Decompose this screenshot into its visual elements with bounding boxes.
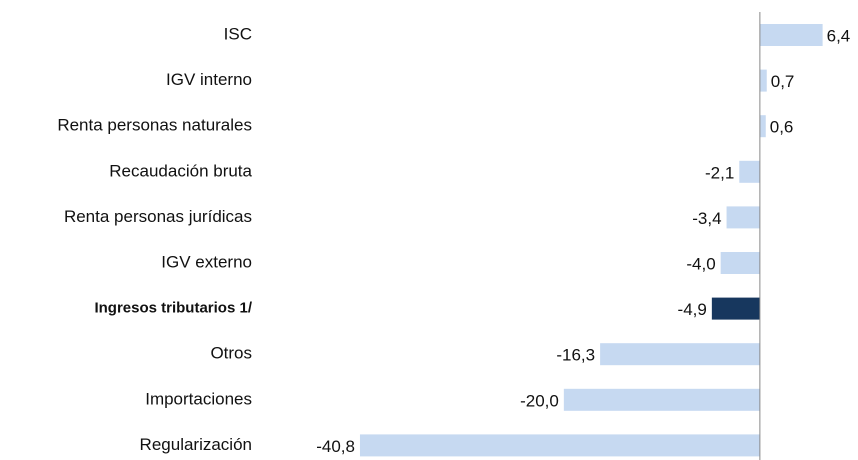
value-label: -4,0 xyxy=(686,254,715,273)
value-label: -16,3 xyxy=(556,346,595,365)
bar xyxy=(720,252,760,274)
value-label: -3,4 xyxy=(692,209,721,228)
bar xyxy=(711,297,760,320)
category-label: Ingresos tributarios 1/ xyxy=(94,300,252,317)
category-label: Regularización xyxy=(140,435,252,454)
bar xyxy=(759,24,823,46)
bar xyxy=(563,388,760,411)
bar xyxy=(759,69,767,92)
category-label: Renta personas jurídicas xyxy=(64,207,252,226)
bar xyxy=(359,434,760,457)
value-label: -2,1 xyxy=(705,163,734,182)
category-label: IGV interno xyxy=(166,70,252,89)
bar xyxy=(726,206,760,229)
category-label: Otros xyxy=(210,344,252,363)
bar xyxy=(600,343,760,366)
value-label: -4,9 xyxy=(678,300,707,319)
value-label: 0,6 xyxy=(770,118,794,137)
category-label: IGV externo xyxy=(161,252,252,271)
bar xyxy=(759,115,766,138)
value-label: -20,0 xyxy=(520,391,559,410)
category-label: ISC xyxy=(224,24,252,43)
bar xyxy=(739,160,760,183)
category-label: Importaciones xyxy=(145,389,252,408)
value-label: -40,8 xyxy=(316,437,355,456)
value-label: 0,7 xyxy=(771,72,795,91)
category-label: Recaudación bruta xyxy=(109,161,252,180)
category-label: Renta personas naturales xyxy=(57,116,252,135)
value-label: 6,4 xyxy=(827,26,851,45)
